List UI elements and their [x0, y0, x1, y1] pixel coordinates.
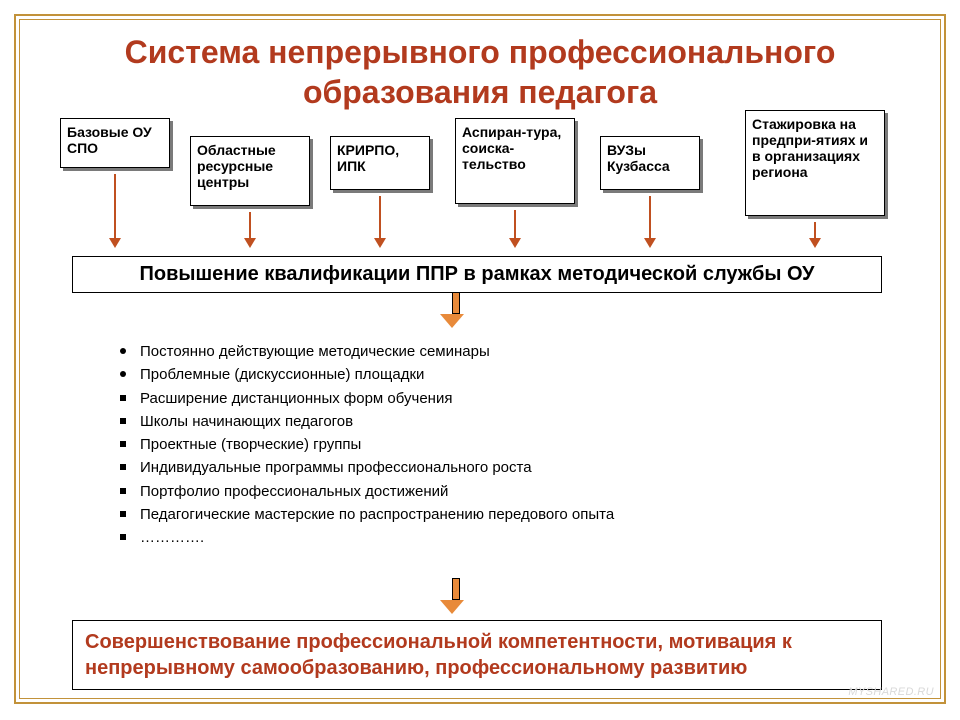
- page-title: Система непрерывного профессионального о…: [60, 32, 900, 112]
- small-arrow-shaft-1: [249, 212, 251, 238]
- watermark: MYSHARED.RU: [848, 686, 934, 698]
- bullet-item-5: Индивидуальные программы профессионально…: [120, 456, 900, 479]
- small-arrow-shaft-5: [814, 222, 816, 238]
- top-box-4: ВУЗы Кузбасса: [600, 136, 700, 190]
- bullet-item-6: Портфолио профессиональных достижений: [120, 480, 900, 503]
- mid-bar: Повышение квалификации ППР в рамках мето…: [72, 256, 882, 293]
- bullet-item-8: ………….: [120, 526, 900, 549]
- small-arrow-shaft-4: [649, 196, 651, 238]
- bullet-item-4: Проектные (творческие) группы: [120, 433, 900, 456]
- big-arrow-to-bullets: [448, 292, 464, 328]
- top-box-3: Аспиран-тура, соиска-тельство: [455, 118, 575, 204]
- small-arrow-shaft-2: [379, 196, 381, 238]
- big-arrow-to-bottom: [448, 578, 464, 614]
- small-arrow-head-3: [509, 238, 521, 248]
- small-arrow-head-1: [244, 238, 256, 248]
- top-box-5: Стажировка на предпри-ятиях и в организа…: [745, 110, 885, 216]
- top-box-0: Базовые ОУ СПО: [60, 118, 170, 168]
- bullet-item-0: Постоянно действующие методические семин…: [120, 340, 900, 363]
- bullet-item-2: Расширение дистанционных форм обучения: [120, 387, 900, 410]
- bullet-item-1: Проблемные (дискуссионные) площадки: [120, 363, 900, 386]
- top-box-2: КРИРПО, ИПК: [330, 136, 430, 190]
- bullet-list: Постоянно действующие методические семин…: [120, 340, 900, 549]
- small-arrow-head-0: [109, 238, 121, 248]
- small-arrow-head-4: [644, 238, 656, 248]
- small-arrow-shaft-0: [114, 174, 116, 238]
- small-arrow-shaft-3: [514, 210, 516, 238]
- small-arrow-head-5: [809, 238, 821, 248]
- top-boxes-row: Базовые ОУ СПО Областные ресурсные центры…: [60, 118, 900, 228]
- small-arrow-head-2: [374, 238, 386, 248]
- bullet-item-7: Педагогические мастерские по распростран…: [120, 503, 900, 526]
- bullet-item-3: Школы начинающих педагогов: [120, 410, 900, 433]
- top-box-1: Областные ресурсные центры: [190, 136, 310, 206]
- bottom-bar: Совершенствование профессиональной компе…: [72, 620, 882, 690]
